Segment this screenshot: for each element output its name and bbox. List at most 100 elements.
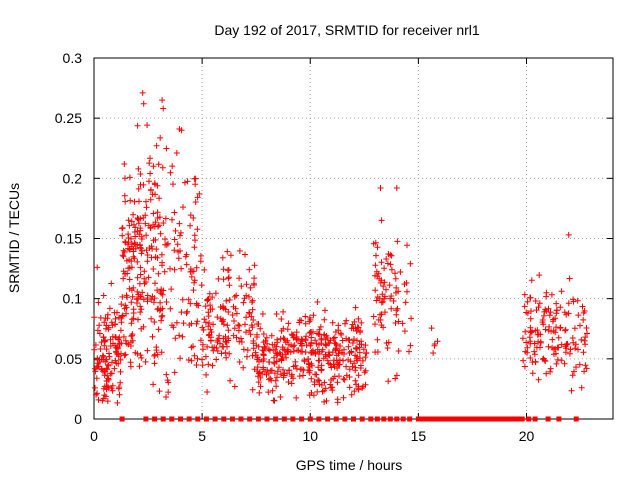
data-point (566, 275, 573, 282)
zero-marker (480, 416, 486, 422)
data-point (165, 240, 171, 247)
data-point (284, 370, 291, 377)
data-point (316, 357, 323, 364)
data-point (177, 229, 184, 236)
data-point (139, 247, 146, 254)
data-point (543, 370, 550, 377)
data-point (545, 343, 552, 350)
data-point (238, 283, 245, 290)
data-point (157, 230, 164, 237)
zero-marker (221, 416, 227, 422)
zero-marker (247, 416, 253, 422)
data-point (271, 397, 278, 404)
data-point (392, 275, 399, 282)
data-point (582, 362, 589, 369)
data-point (126, 276, 133, 283)
data-point (153, 142, 160, 149)
data-point (114, 309, 120, 316)
data-point (173, 319, 180, 326)
data-point (288, 331, 295, 338)
zero-marker (450, 416, 456, 422)
data-point (557, 304, 564, 311)
data-point (194, 194, 201, 201)
data-point (105, 324, 112, 331)
data-point (348, 391, 355, 398)
data-point (119, 232, 126, 239)
data-point (317, 323, 324, 330)
data-point (296, 373, 303, 380)
data-point (357, 327, 364, 334)
data-point (271, 354, 277, 361)
data-point (147, 225, 154, 232)
data-point (192, 199, 199, 205)
data-point (406, 348, 412, 355)
data-point (116, 384, 123, 391)
data-point (276, 349, 283, 356)
data-point (197, 337, 204, 344)
data-point (358, 319, 365, 326)
data-point (207, 326, 214, 333)
data-point (555, 334, 562, 341)
data-point (542, 306, 549, 313)
data-point (116, 314, 122, 321)
data-point (163, 371, 170, 378)
data-point (144, 295, 151, 301)
data-point (219, 254, 226, 261)
data-point (158, 313, 165, 320)
data-point (527, 315, 534, 322)
data-point (262, 368, 268, 375)
data-point (565, 300, 572, 307)
data-point (121, 249, 128, 255)
data-point (159, 97, 166, 104)
data-point (205, 332, 212, 339)
data-point (128, 218, 135, 225)
data-point (520, 357, 527, 364)
data-point (156, 307, 163, 314)
zero-marker (454, 416, 460, 422)
x-axis-label: GPS time / hours (296, 457, 403, 473)
data-point (383, 286, 389, 293)
data-point (571, 325, 578, 332)
data-point (205, 323, 212, 330)
data-point (247, 331, 254, 338)
data-point (138, 245, 145, 252)
data-point (144, 122, 151, 129)
zero-marker (485, 416, 491, 422)
data-point (321, 316, 328, 323)
data-point (240, 364, 247, 371)
data-point (124, 294, 131, 301)
data-point (359, 385, 366, 392)
data-point (244, 347, 251, 354)
data-point (204, 389, 211, 395)
data-point (285, 320, 292, 327)
data-point (255, 379, 262, 386)
data-point (392, 375, 399, 382)
data-point (142, 212, 149, 219)
data-point (162, 215, 169, 222)
data-point (308, 389, 315, 396)
data-point (177, 355, 184, 362)
data-point (546, 312, 553, 319)
data-point (310, 312, 317, 319)
zero-marker (359, 416, 365, 422)
data-point (362, 367, 369, 374)
data-point (191, 232, 198, 239)
data-point (196, 190, 203, 197)
data-point (138, 306, 145, 313)
data-point (121, 192, 128, 199)
data-point (583, 365, 590, 372)
data-point (521, 303, 528, 310)
data-point (159, 259, 166, 266)
data-point (154, 287, 161, 294)
zero-marker (374, 416, 380, 422)
zero-marker (433, 416, 439, 422)
data-point (253, 334, 260, 340)
x-tick-label: 15 (411, 428, 427, 444)
data-point (299, 348, 306, 355)
data-point (378, 299, 385, 306)
data-point (106, 350, 112, 357)
data-point (94, 363, 101, 370)
data-point (97, 346, 104, 352)
data-point (257, 383, 264, 390)
data-point (266, 359, 272, 365)
